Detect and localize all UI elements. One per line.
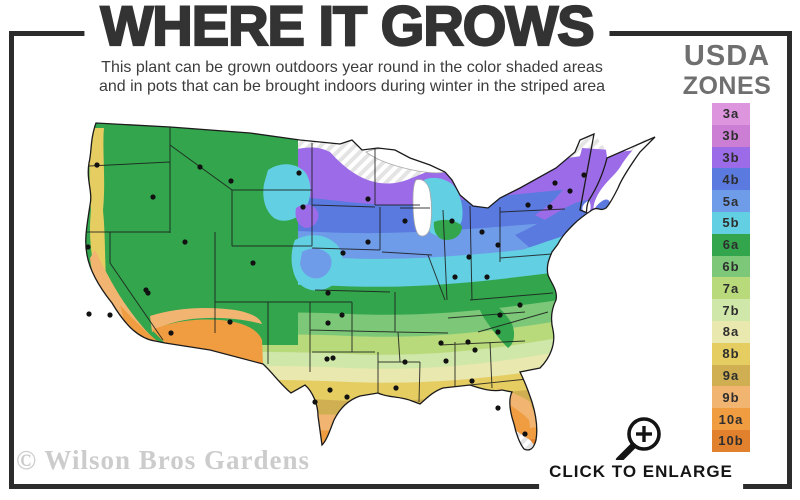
city-dot [402,359,408,365]
legend-zone-8b: 8b [712,342,750,365]
city-dot [344,394,350,400]
zone-patch-northeast-4b [515,200,590,248]
legend-zone-9a: 9a [712,364,750,387]
city-dot [522,431,528,437]
zone-patch-rockies-5a [300,248,332,279]
city-dot [365,239,371,245]
city-dot [495,329,501,335]
click-to-enlarge-button[interactable]: CLICK TO ENLARGE [539,460,743,494]
legend-zone-7b: 7b [712,299,750,321]
city-dot [327,387,333,393]
legend-zone-8a: 8a [712,320,750,343]
city-dot [438,340,444,346]
city-dot [107,312,113,318]
city-dot [182,239,188,245]
page-subtitle: This plant can be grown outdoors year ro… [99,59,605,97]
city-dot [296,170,302,176]
city-dot [340,250,346,256]
zone-patch-pacific-coast-gold [85,128,108,300]
city-dot [300,204,306,210]
city-dot [517,302,523,308]
city-dot [85,244,91,250]
city-dot [339,312,345,318]
city-dot [495,242,501,248]
city-dot [525,202,531,208]
city-dot [94,162,100,168]
city-dot [479,229,485,235]
city-dot [449,218,455,224]
page-title: WHERE IT GROWS [84,0,610,55]
legend-zone-3a: 3a [712,103,750,125]
city-dot [484,274,490,280]
city-dot [402,218,408,224]
city-dot [567,188,573,194]
city-dot [552,180,558,186]
city-dot [466,254,472,260]
legend-zone-4b: 4b [712,168,750,191]
legend-zone-10b: 10b [712,429,750,452]
watermark: © Wilson Bros Gardens [16,445,310,475]
legend-zone-6b: 6b [712,255,750,278]
state-borders [87,127,566,403]
magnifier-plus-icon[interactable] [606,408,670,470]
zone-patch-yellowstone-4a [295,204,319,228]
zone-patch-appalachia-6a [477,295,515,348]
city-dot [228,178,234,184]
zone-legend: 3a 3b 3b 4b 5a 5b 6a 6b 7a 7b 8a 8b 9a 9b 10a 10b [712,103,750,452]
city-dot [465,339,471,345]
city-dot [143,287,149,293]
legend-title: USDA ZONES [683,42,772,99]
city-dot [168,330,174,336]
city-dot [452,274,458,280]
city-dot [324,356,330,362]
city-dot [581,172,587,178]
legend-title-usda: USDA [683,40,771,72]
city-dot [469,378,475,384]
subtitle-line-1: This plant can be grown outdoors year ro… [101,59,603,76]
city-dot [250,260,256,266]
city-dot [443,358,449,364]
legend-zone-5b: 5b [712,211,750,234]
legend-zone-9b: 9b [712,386,750,409]
city-dot [325,290,331,296]
city-dot [472,347,478,353]
city-dot [393,385,399,391]
zone-patch-arizona-9b [150,308,262,332]
city-dots [85,162,587,437]
city-dot [497,312,503,318]
legend-zone-5a: 5a [712,190,750,212]
legend-title-zones: ZONES [682,72,772,100]
city-dot [495,405,501,411]
city-dot [86,311,92,317]
city-dot [197,164,203,170]
legend-zone-7a: 7a [712,277,750,300]
zone-patch-michigan-6a [433,219,462,240]
zone-patch-socal-10a [120,305,210,352]
us-outline [85,122,656,451]
subtitle-line-2: and in pots that can be brought indoors … [98,77,606,95]
city-dot [547,204,553,210]
city-dot [150,194,156,200]
legend-zone-10a: 10a [712,408,750,430]
city-dot [365,196,371,202]
zone-patch-west-green [85,123,298,345]
city-dot [312,399,318,405]
city-dot [325,320,331,326]
zone-patch-arizona-10a [152,319,263,364]
legend-zone-3b: 3b [712,124,750,147]
legend-zone-6a: 6a [712,233,750,256]
legend-zone-3b: 3b [712,146,750,169]
city-dot [330,355,336,361]
city-dot [227,319,233,325]
